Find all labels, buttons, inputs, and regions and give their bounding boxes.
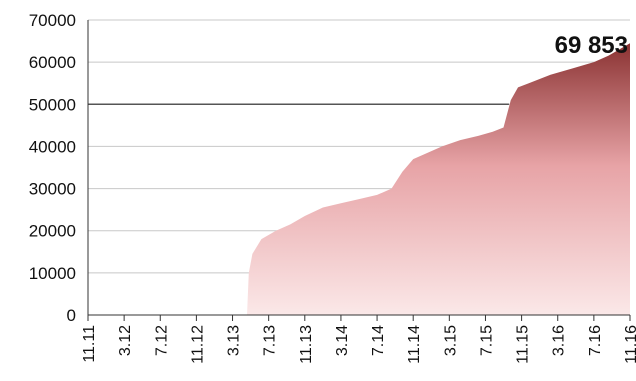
axes (87, 20, 631, 321)
y-tick-label: 30000 (29, 180, 76, 199)
x-tick-label: 11.11 (81, 325, 98, 363)
y-tick-label: 20000 (29, 222, 76, 241)
x-tick-label: 3.14 (334, 325, 351, 356)
x-tick-label: 3.15 (442, 325, 459, 356)
y-tick-label: 60000 (29, 53, 76, 72)
x-tick-label: 7.13 (262, 325, 279, 356)
total-annotation: 69 853 (555, 32, 628, 59)
x-tick-label: 11.14 (406, 325, 423, 364)
x-tick-labels: 11.11 3.12 7.12 11.12 3.13 7.13 11.13 3.14 7.14 1… (81, 325, 636, 364)
y-tick-label: 50000 (29, 95, 76, 114)
x-tick-label: 11.13 (298, 325, 315, 364)
x-tick-label: 11.16 (623, 325, 636, 364)
x-tick-label: 3.16 (551, 325, 568, 356)
y-tick-label: 0 (67, 306, 76, 325)
x-tick-label: 7.14 (370, 325, 387, 356)
x-tick-label: 11.15 (515, 325, 532, 364)
y-tick-label: 70000 (29, 11, 76, 30)
y-tick-label: 40000 (29, 137, 76, 156)
x-tick-label: 3.13 (226, 325, 243, 356)
x-tick-label: 7.16 (587, 325, 604, 356)
annotation-layer: 69 853 (555, 32, 628, 59)
x-tick-label: 3.12 (117, 325, 134, 356)
series-area-layer (247, 43, 630, 315)
x-tick-label: 7.15 (478, 325, 495, 356)
x-tick-label: 7.12 (153, 325, 170, 356)
y-tick-label: 10000 (29, 264, 76, 283)
x-tick-label: 11.12 (189, 325, 206, 364)
series-area (247, 43, 630, 315)
y-tick-labels: 0 10000 20000 30000 40000 50000 60000 70000 (29, 11, 76, 325)
